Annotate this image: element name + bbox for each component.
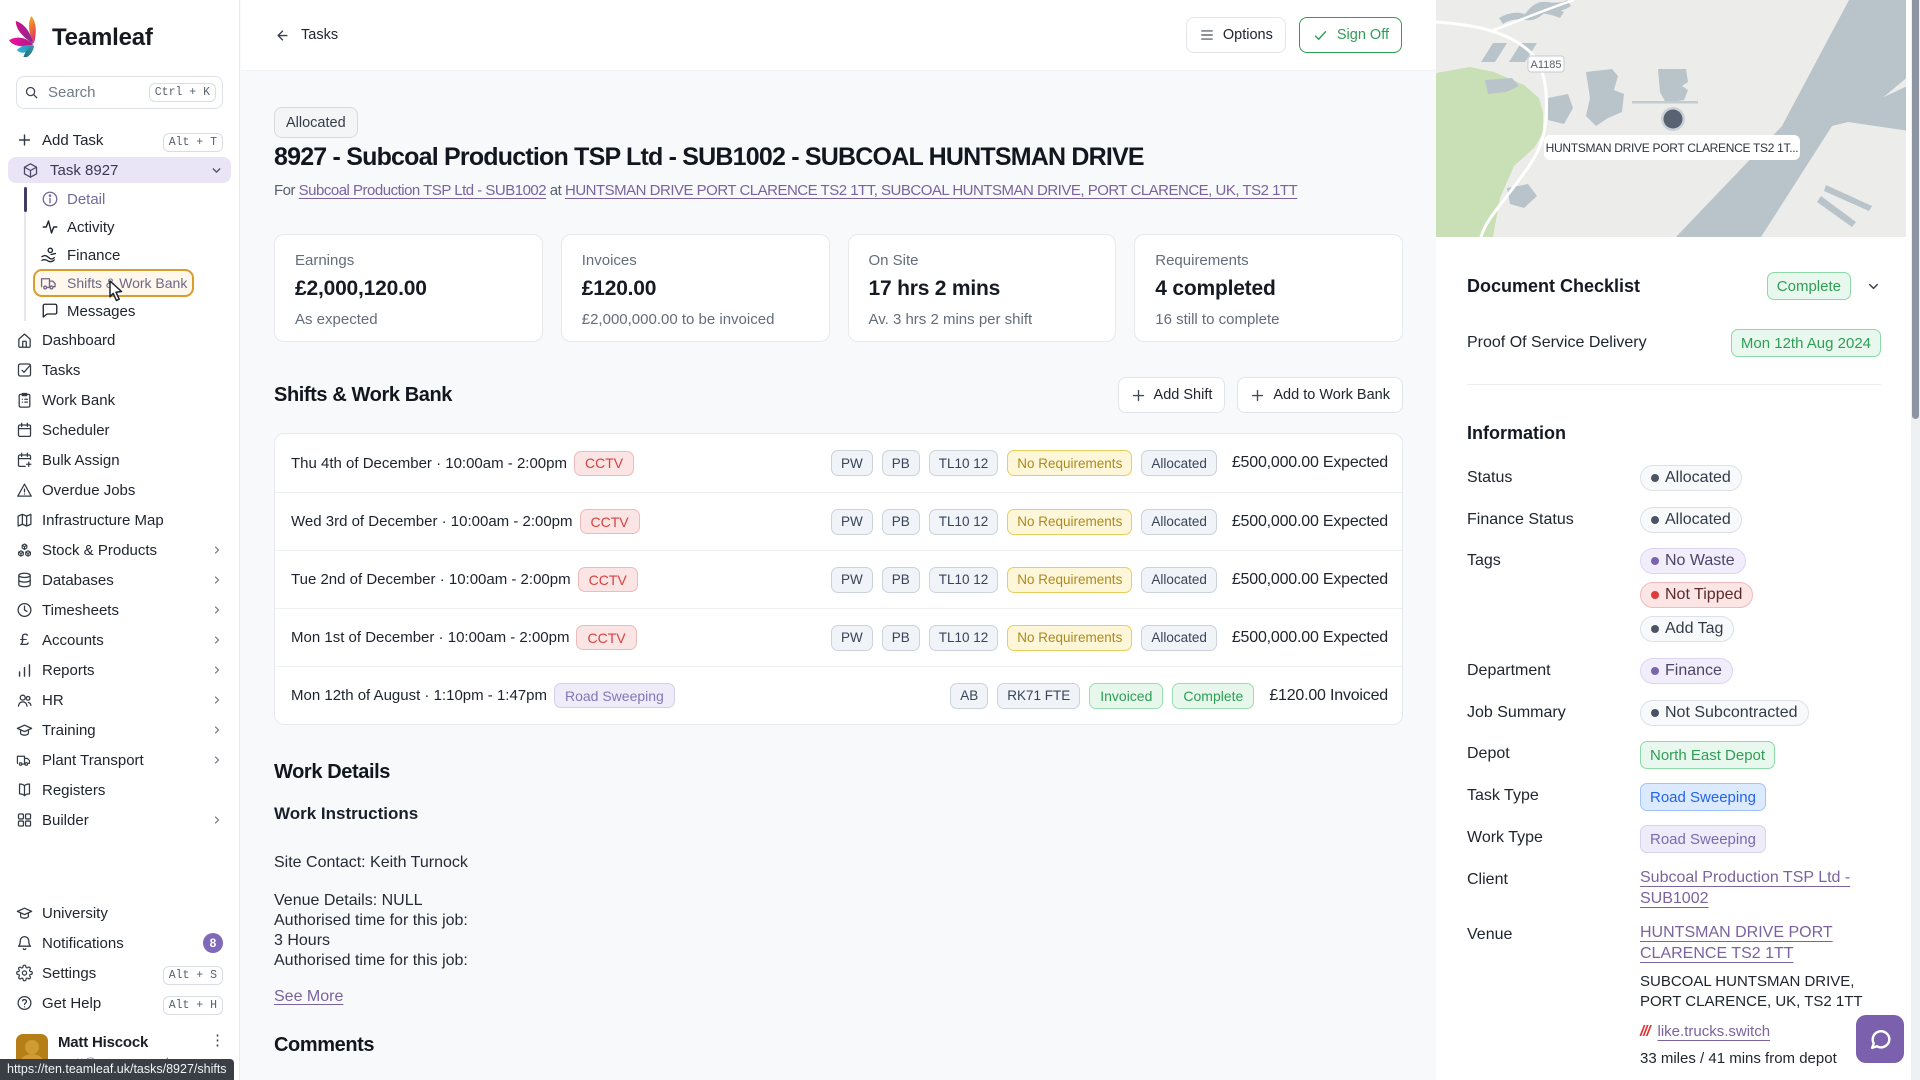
svg-text:HUNTSMAN DRIVE PORT CLARENCE T: HUNTSMAN DRIVE PORT CLARENCE TS2 1T... — [1546, 141, 1799, 155]
svg-text:A1185: A1185 — [1531, 59, 1562, 71]
